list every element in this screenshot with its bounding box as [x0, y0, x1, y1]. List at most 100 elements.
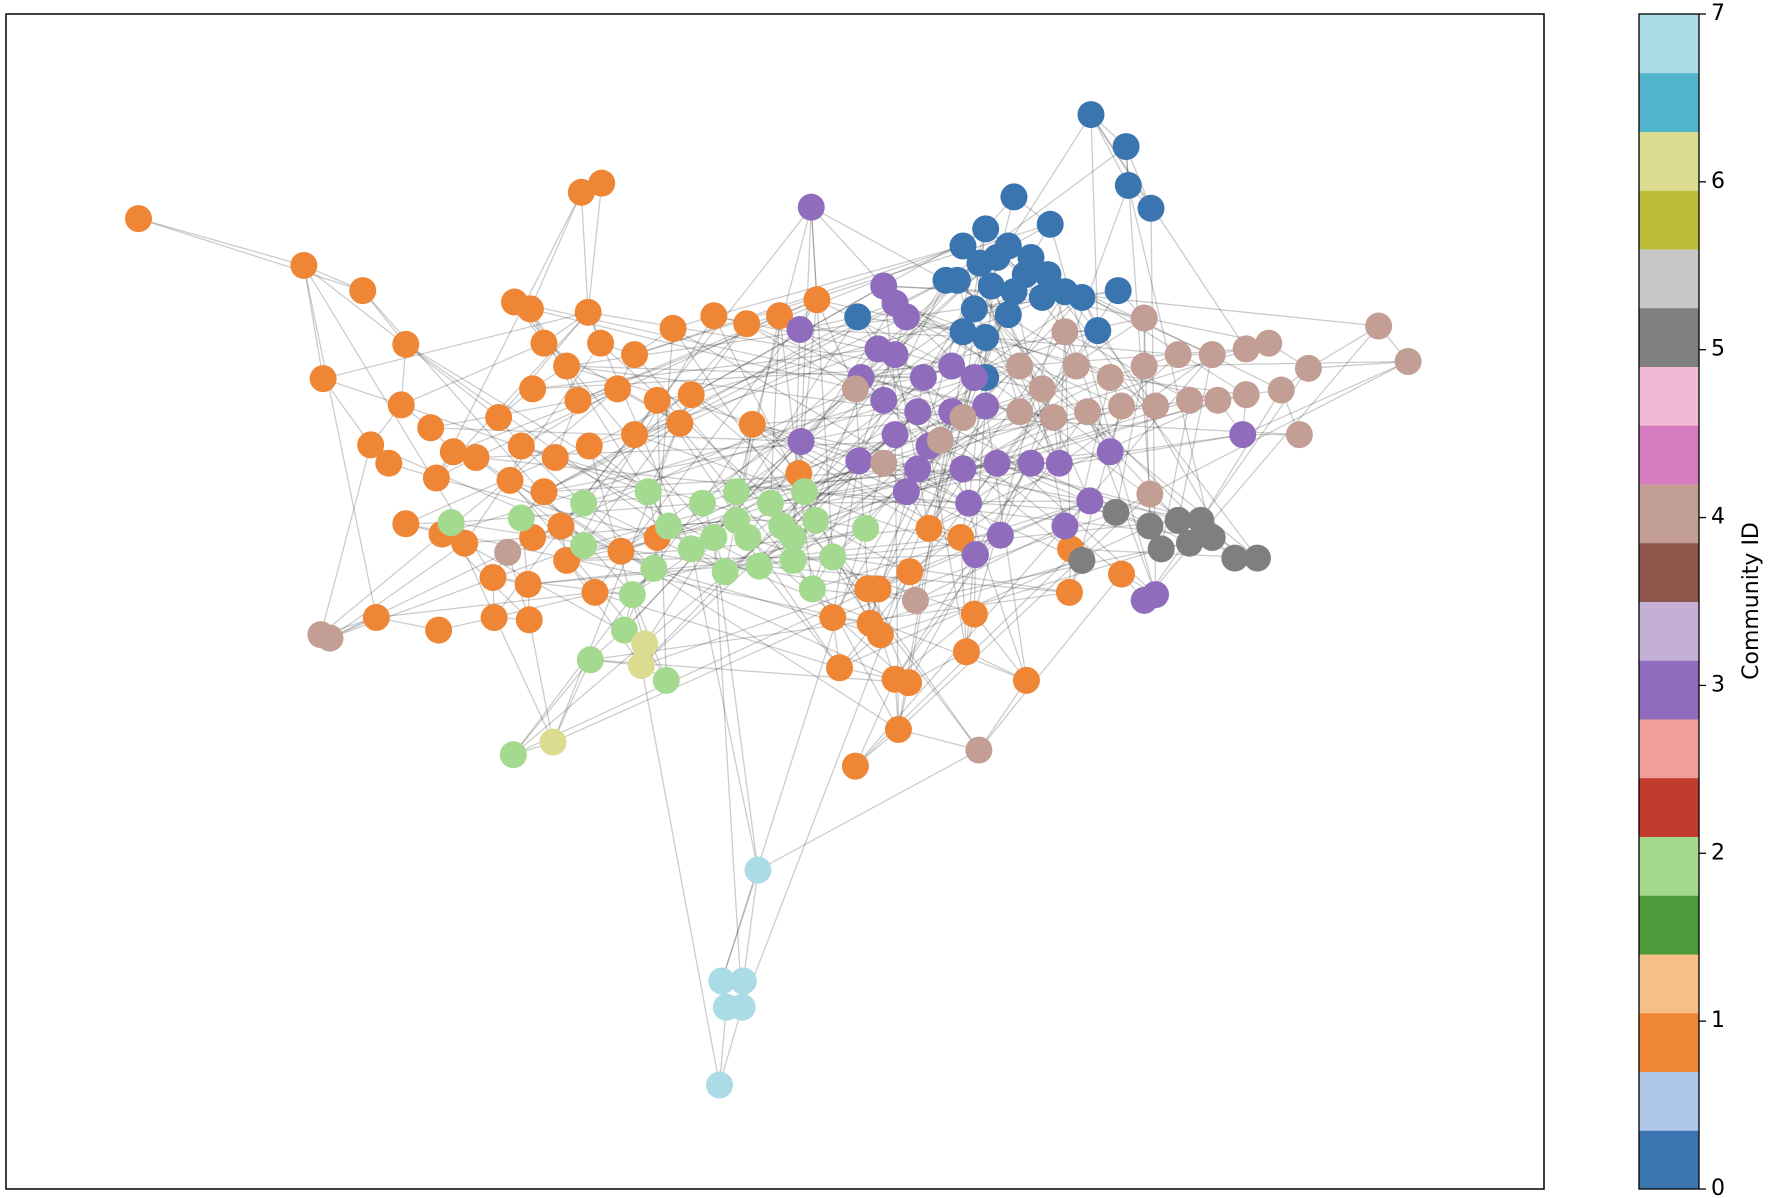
- edge: [810, 207, 834, 557]
- edge: [532, 365, 952, 390]
- node: [1243, 544, 1271, 572]
- edge: [303, 265, 377, 618]
- colorbar-tick-label: 3: [1711, 672, 1725, 697]
- node: [392, 330, 420, 358]
- edge: [816, 299, 952, 367]
- colorbar-tick-label: 5: [1711, 337, 1725, 362]
- edge: [973, 291, 1066, 615]
- edge: [653, 567, 896, 680]
- node: [375, 449, 403, 477]
- edge: [543, 316, 858, 493]
- node: [439, 438, 467, 466]
- node: [1136, 512, 1164, 540]
- colorbar-tick-label: 1: [1711, 1008, 1725, 1033]
- node: [972, 215, 1000, 243]
- edge: [430, 427, 802, 443]
- node: [451, 529, 479, 557]
- edge: [588, 394, 692, 447]
- node: [994, 301, 1022, 329]
- node: [567, 178, 595, 206]
- edge: [894, 613, 975, 680]
- node: [790, 478, 818, 506]
- node: [1164, 341, 1192, 369]
- node: [1084, 317, 1112, 345]
- edge: [644, 316, 859, 645]
- edge: [792, 537, 900, 730]
- node: [955, 489, 983, 517]
- edge: [1149, 360, 1409, 495]
- edge: [1308, 325, 1379, 369]
- node: [677, 381, 705, 409]
- edge: [1144, 360, 1409, 367]
- edge: [405, 343, 649, 493]
- node: [901, 586, 929, 614]
- node: [881, 341, 909, 369]
- edge: [758, 565, 841, 669]
- edge: [800, 245, 1009, 442]
- edge: [721, 528, 867, 982]
- node: [852, 514, 880, 542]
- node: [387, 391, 415, 419]
- edge: [1058, 331, 1066, 464]
- node: [1176, 529, 1204, 557]
- node: [972, 392, 1000, 420]
- node: [607, 537, 635, 565]
- node: [826, 654, 854, 682]
- edge: [832, 556, 1070, 593]
- edge: [1177, 354, 1213, 521]
- edge: [322, 311, 589, 380]
- colorbar-label: Community ID: [1739, 522, 1764, 680]
- edge: [690, 548, 759, 871]
- node: [1137, 194, 1165, 222]
- edge: [566, 559, 642, 666]
- edge: [721, 869, 759, 982]
- node: [610, 616, 638, 644]
- node: [892, 303, 920, 331]
- node: [895, 669, 923, 697]
- node: [711, 558, 739, 586]
- node: [634, 478, 662, 506]
- node: [779, 546, 807, 574]
- node: [316, 624, 344, 652]
- node: [915, 514, 943, 542]
- node: [802, 506, 830, 534]
- colorbar-segment: [1639, 190, 1699, 250]
- node: [1068, 283, 1096, 311]
- edge: [401, 342, 545, 406]
- node: [1394, 347, 1422, 375]
- edge: [973, 613, 1027, 681]
- node: [1051, 512, 1079, 540]
- node: [499, 741, 527, 769]
- node: [1068, 546, 1096, 574]
- edge: [1143, 367, 1309, 601]
- edge: [883, 462, 969, 504]
- edge: [701, 423, 753, 504]
- node: [479, 563, 507, 591]
- edge: [915, 525, 1066, 601]
- node: [700, 523, 728, 551]
- colorbar-segment: [1639, 777, 1699, 837]
- edge: [554, 456, 760, 567]
- colorbar-segment: [1639, 660, 1699, 720]
- node: [659, 314, 687, 342]
- node: [1045, 449, 1073, 477]
- node: [1000, 278, 1028, 306]
- edge: [1090, 114, 1099, 331]
- node: [786, 315, 814, 343]
- node: [932, 266, 960, 294]
- edge: [329, 542, 466, 639]
- edge: [839, 525, 1151, 669]
- node: [1104, 277, 1132, 305]
- node: [909, 363, 937, 391]
- node: [1108, 392, 1136, 420]
- colorbar-segment: [1639, 1012, 1699, 1072]
- node: [1164, 506, 1192, 534]
- colorbar-segment: [1639, 1130, 1699, 1190]
- node: [819, 543, 847, 571]
- edge: [883, 285, 908, 492]
- node: [1285, 421, 1313, 449]
- node: [708, 967, 736, 995]
- node: [640, 554, 668, 582]
- node: [349, 277, 377, 305]
- plot-frame: [5, 13, 1545, 1190]
